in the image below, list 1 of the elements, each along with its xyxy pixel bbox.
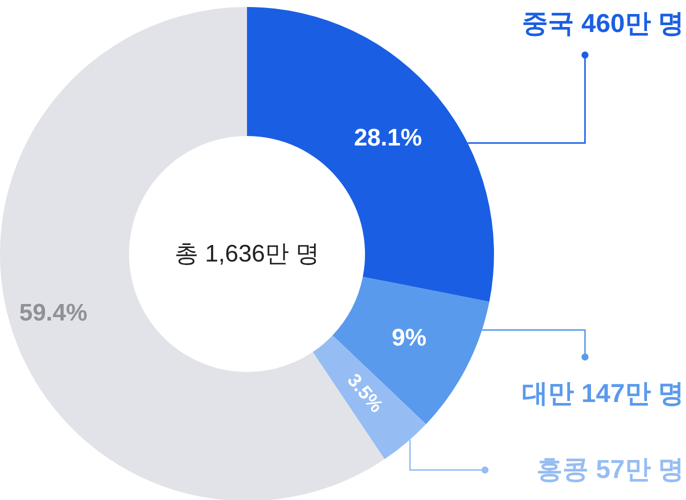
annotation: 총 1,636만 명: [174, 240, 320, 268]
